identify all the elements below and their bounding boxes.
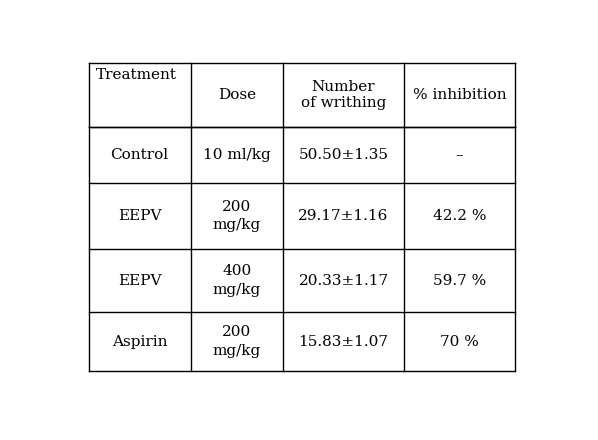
Text: –: – <box>456 148 463 162</box>
Text: 70 %: 70 % <box>440 335 479 348</box>
Text: 29.17±1.16: 29.17±1.16 <box>298 209 389 223</box>
Text: EEPV: EEPV <box>118 209 161 223</box>
Text: Number
of writhing: Number of writhing <box>301 80 386 110</box>
Text: 10 ml/kg: 10 ml/kg <box>203 148 271 162</box>
Text: 200
mg/kg: 200 mg/kg <box>213 326 261 358</box>
Text: 400
mg/kg: 400 mg/kg <box>213 264 261 297</box>
Text: 50.50±1.35: 50.50±1.35 <box>298 148 389 162</box>
Text: 59.7 %: 59.7 % <box>433 274 486 288</box>
Text: % inhibition: % inhibition <box>413 88 507 102</box>
Text: 15.83±1.07: 15.83±1.07 <box>298 335 389 348</box>
Text: 200
mg/kg: 200 mg/kg <box>213 200 261 232</box>
Text: EEPV: EEPV <box>118 274 161 288</box>
Text: Aspirin: Aspirin <box>112 335 167 348</box>
Text: Control: Control <box>111 148 169 162</box>
Text: Treatment: Treatment <box>96 68 176 82</box>
Text: Dose: Dose <box>218 88 256 102</box>
Text: 20.33±1.17: 20.33±1.17 <box>298 274 389 288</box>
Text: 42.2 %: 42.2 % <box>433 209 486 223</box>
